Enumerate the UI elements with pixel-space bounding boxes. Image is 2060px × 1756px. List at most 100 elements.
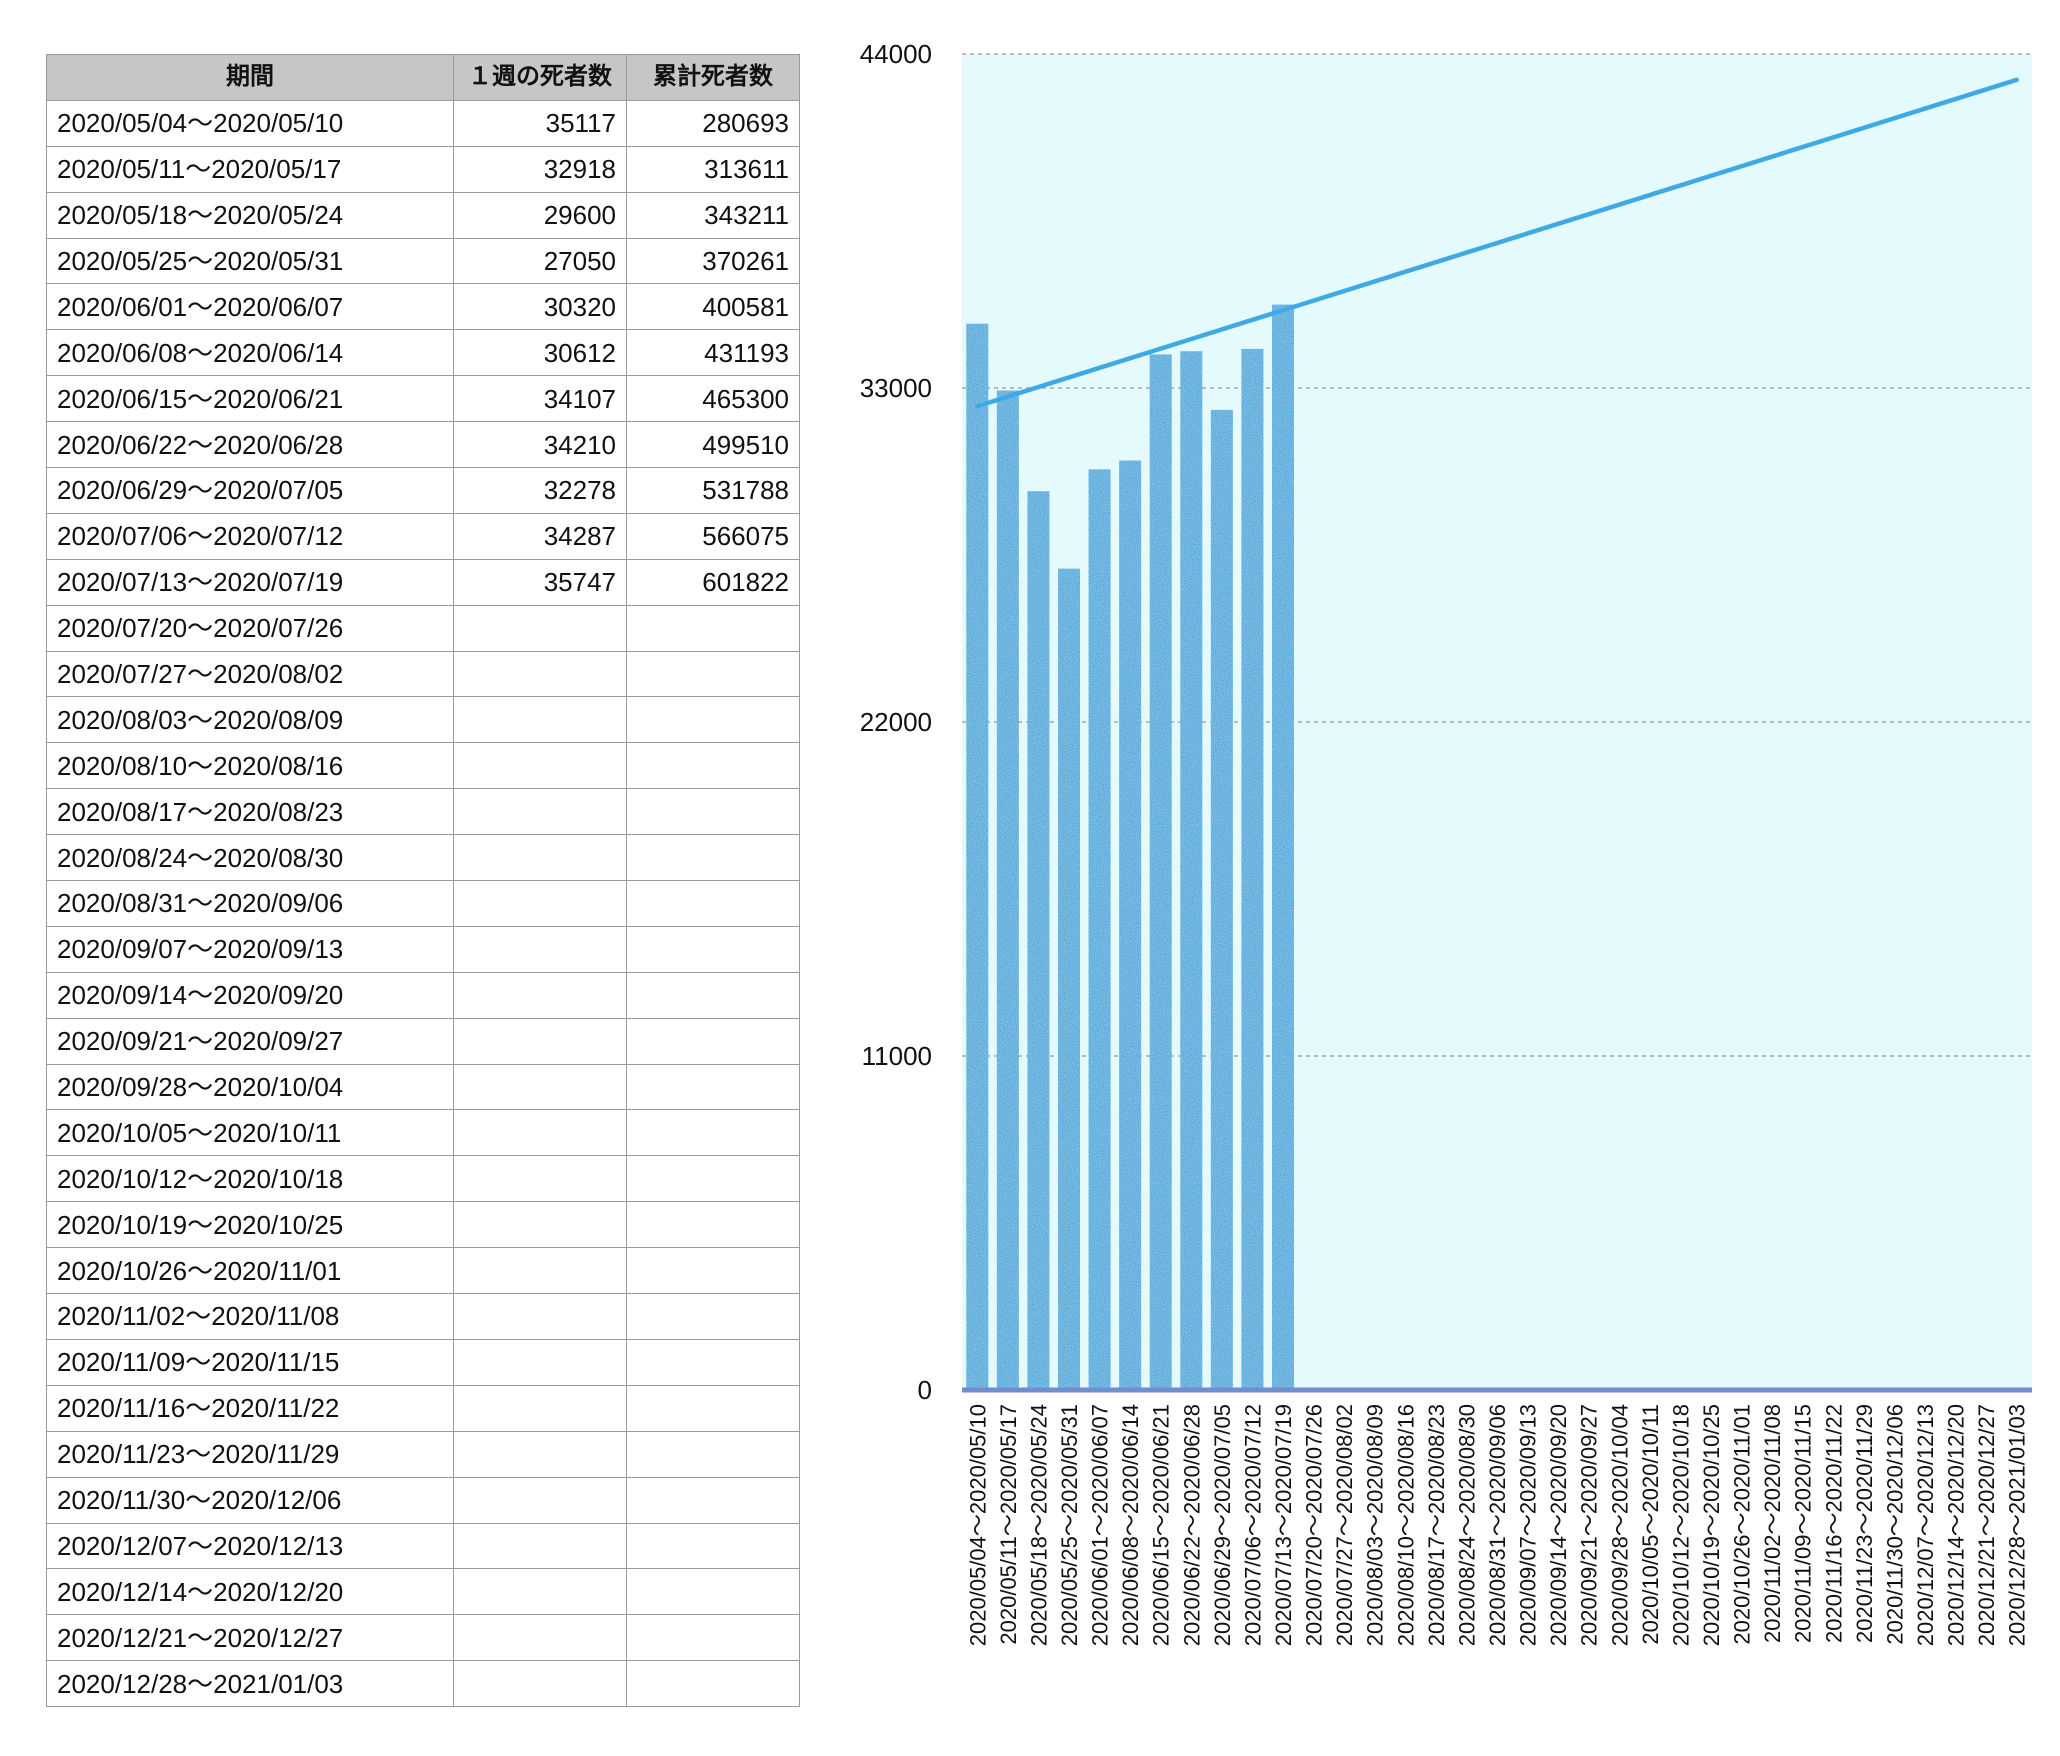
cell-period: 2020/11/30〜2020/12/06 xyxy=(46,1476,454,1524)
cell-weekly-deaths xyxy=(453,1293,627,1340)
cell-cumulative-deaths xyxy=(626,1201,800,1249)
cell-period: 2020/09/28〜2020/10/04 xyxy=(46,1063,454,1111)
x-tick-label: 2020/08/31〜2020/09/06 xyxy=(1485,1404,1510,1646)
table-row: 2020/06/01〜2020/06/07 30320 400581 xyxy=(46,283,800,331)
cell-cumulative-deaths: 601822 xyxy=(626,558,800,606)
y-tick-label: 0 xyxy=(918,1375,932,1405)
x-tick-label: 2020/07/20〜2020/07/26 xyxy=(1302,1404,1327,1646)
cell-cumulative-deaths: 431193 xyxy=(626,329,800,377)
cell-cumulative-deaths: 370261 xyxy=(626,237,800,285)
cell-cumulative-deaths xyxy=(626,1247,800,1295)
cell-period: 2020/08/31〜2020/09/06 xyxy=(46,880,454,927)
cell-period: 2020/12/28〜2021/01/03 xyxy=(46,1660,454,1708)
x-tick-label: 2020/11/30〜2020/12/06 xyxy=(1882,1404,1907,1645)
cell-cumulative-deaths xyxy=(626,1017,800,1065)
table-row: 2020/09/07〜2020/09/13 xyxy=(46,925,800,973)
cell-cumulative-deaths: 531788 xyxy=(626,467,800,514)
cell-period: 2020/10/05〜2020/10/11 xyxy=(46,1109,454,1157)
cell-weekly-deaths xyxy=(453,742,627,790)
table-row: 2020/10/05〜2020/10/11 xyxy=(46,1109,800,1157)
table-row: 2020/11/09〜2020/11/15 xyxy=(46,1338,800,1386)
cell-period: 2020/05/04〜2020/05/10 xyxy=(46,99,454,147)
table-row: 2020/08/31〜2020/09/06 xyxy=(46,880,800,927)
x-tick-label: 2020/11/23〜2020/11/29 xyxy=(1852,1404,1877,1643)
table-row: 2020/05/04〜2020/05/10 35117 280693 xyxy=(46,99,800,147)
cell-period: 2020/07/06〜2020/07/12 xyxy=(46,512,454,560)
x-tick-label: 2020/08/03〜2020/08/09 xyxy=(1363,1404,1388,1646)
cell-weekly-deaths xyxy=(453,1384,627,1432)
cell-weekly-deaths: 30320 xyxy=(453,283,627,331)
x-tick-label: 2020/11/16〜2020/11/22 xyxy=(1821,1404,1846,1643)
cell-cumulative-deaths xyxy=(626,1338,800,1386)
cell-cumulative-deaths xyxy=(626,1293,800,1340)
cell-cumulative-deaths xyxy=(626,696,800,744)
table-row: 2020/11/16〜2020/11/22 xyxy=(46,1384,800,1432)
cell-cumulative-deaths xyxy=(626,880,800,927)
cell-period: 2020/11/23〜2020/11/29 xyxy=(46,1430,454,1478)
cell-weekly-deaths: 30612 xyxy=(453,329,627,377)
x-tick-label: 2020/10/19〜2020/10/25 xyxy=(1699,1404,1724,1646)
cell-period: 2020/06/29〜2020/07/05 xyxy=(46,467,454,514)
table-row: 2020/05/18〜2020/05/24 29600 343211 xyxy=(46,191,800,239)
cell-cumulative-deaths xyxy=(626,604,800,652)
cell-weekly-deaths: 34210 xyxy=(453,421,627,469)
table-header-row: 期間 １週の死者数 累計死者数 xyxy=(46,54,800,101)
cell-weekly-deaths xyxy=(453,1568,627,1616)
cell-period: 2020/07/13〜2020/07/19 xyxy=(46,558,454,606)
cell-weekly-deaths xyxy=(453,1201,627,1249)
cell-cumulative-deaths: 465300 xyxy=(626,375,800,423)
cell-weekly-deaths: 34287 xyxy=(453,512,627,560)
cell-weekly-deaths xyxy=(453,1614,627,1662)
cell-cumulative-deaths xyxy=(626,1476,800,1524)
table-row: 2020/09/14〜2020/09/20 xyxy=(46,971,800,1019)
table-row: 2020/11/30〜2020/12/06 xyxy=(46,1476,800,1524)
cell-weekly-deaths xyxy=(453,1063,627,1111)
x-tick-label: 2020/11/09〜2020/11/15 xyxy=(1791,1404,1816,1643)
cell-period: 2020/08/24〜2020/08/30 xyxy=(46,834,454,882)
table-row: 2020/10/12〜2020/10/18 xyxy=(46,1155,800,1203)
cell-cumulative-deaths: 280693 xyxy=(626,99,800,147)
cell-weekly-deaths xyxy=(453,650,627,698)
cell-cumulative-deaths xyxy=(626,1109,800,1157)
x-tick-label: 2020/11/02〜2020/11/08 xyxy=(1760,1404,1785,1643)
bar xyxy=(1241,348,1264,1390)
table-row: 2020/12/28〜2021/01/03 xyxy=(46,1660,800,1708)
cell-weekly-deaths xyxy=(453,1338,627,1386)
cell-period: 2020/10/26〜2020/11/01 xyxy=(46,1247,454,1295)
bar xyxy=(1119,460,1142,1390)
cell-period: 2020/12/21〜2020/12/27 xyxy=(46,1614,454,1662)
cell-weekly-deaths: 35747 xyxy=(453,558,627,606)
table-row: 2020/12/07〜2020/12/13 xyxy=(46,1522,800,1570)
cell-weekly-deaths xyxy=(453,880,627,927)
table-body: 2020/05/04〜2020/05/10 35117 280693 2020/05/… xyxy=(46,99,800,1708)
bar xyxy=(1088,469,1111,1391)
cell-weekly-deaths: 29600 xyxy=(453,191,627,239)
cell-period: 2020/05/11〜2020/05/17 xyxy=(46,145,454,193)
table-row: 2020/06/22〜2020/06/28 34210 499510 xyxy=(46,421,800,469)
bar xyxy=(1149,354,1172,1390)
table-row: 2020/12/14〜2020/12/20 xyxy=(46,1568,800,1616)
x-tick-label: 2020/10/05〜2020/10/11 xyxy=(1638,1404,1663,1645)
x-tick-label: 2020/09/07〜2020/09/13 xyxy=(1516,1404,1541,1646)
cell-cumulative-deaths xyxy=(626,788,800,836)
bar xyxy=(1057,568,1081,1390)
bar xyxy=(966,323,989,1390)
cell-period: 2020/09/07〜2020/09/13 xyxy=(46,925,454,973)
bar xyxy=(1271,304,1295,1391)
table-row: 2020/06/29〜2020/07/05 32278 531788 xyxy=(46,467,800,514)
x-tick-label: 2020/08/17〜2020/08/23 xyxy=(1424,1404,1449,1646)
table-row: 2020/06/15〜2020/06/21 34107 465300 xyxy=(46,375,800,423)
x-tick-label: 2020/09/21〜2020/09/27 xyxy=(1577,1404,1602,1646)
table-row: 2020/10/26〜2020/11/01 xyxy=(46,1247,800,1295)
x-tick-label: 2020/10/12〜2020/10/18 xyxy=(1668,1404,1693,1646)
cell-period: 2020/05/25〜2020/05/31 xyxy=(46,237,454,285)
y-tick-label: 33000 xyxy=(860,373,932,403)
table-row: 2020/05/11〜2020/05/17 32918 313611 xyxy=(46,145,800,193)
x-tick-label: 2020/12/07〜2020/12/13 xyxy=(1913,1404,1938,1646)
cell-period: 2020/08/03〜2020/08/09 xyxy=(46,696,454,744)
x-tick-label: 2020/08/10〜2020/08/16 xyxy=(1393,1404,1418,1646)
x-tick-label: 2020/09/14〜2020/09/20 xyxy=(1546,1404,1571,1646)
x-tick-label: 2020/12/14〜2020/12/20 xyxy=(1944,1404,1969,1646)
table-row: 2020/07/06〜2020/07/12 34287 566075 xyxy=(46,512,800,560)
x-tick-label: 2020/07/06〜2020/07/12 xyxy=(1240,1404,1265,1646)
